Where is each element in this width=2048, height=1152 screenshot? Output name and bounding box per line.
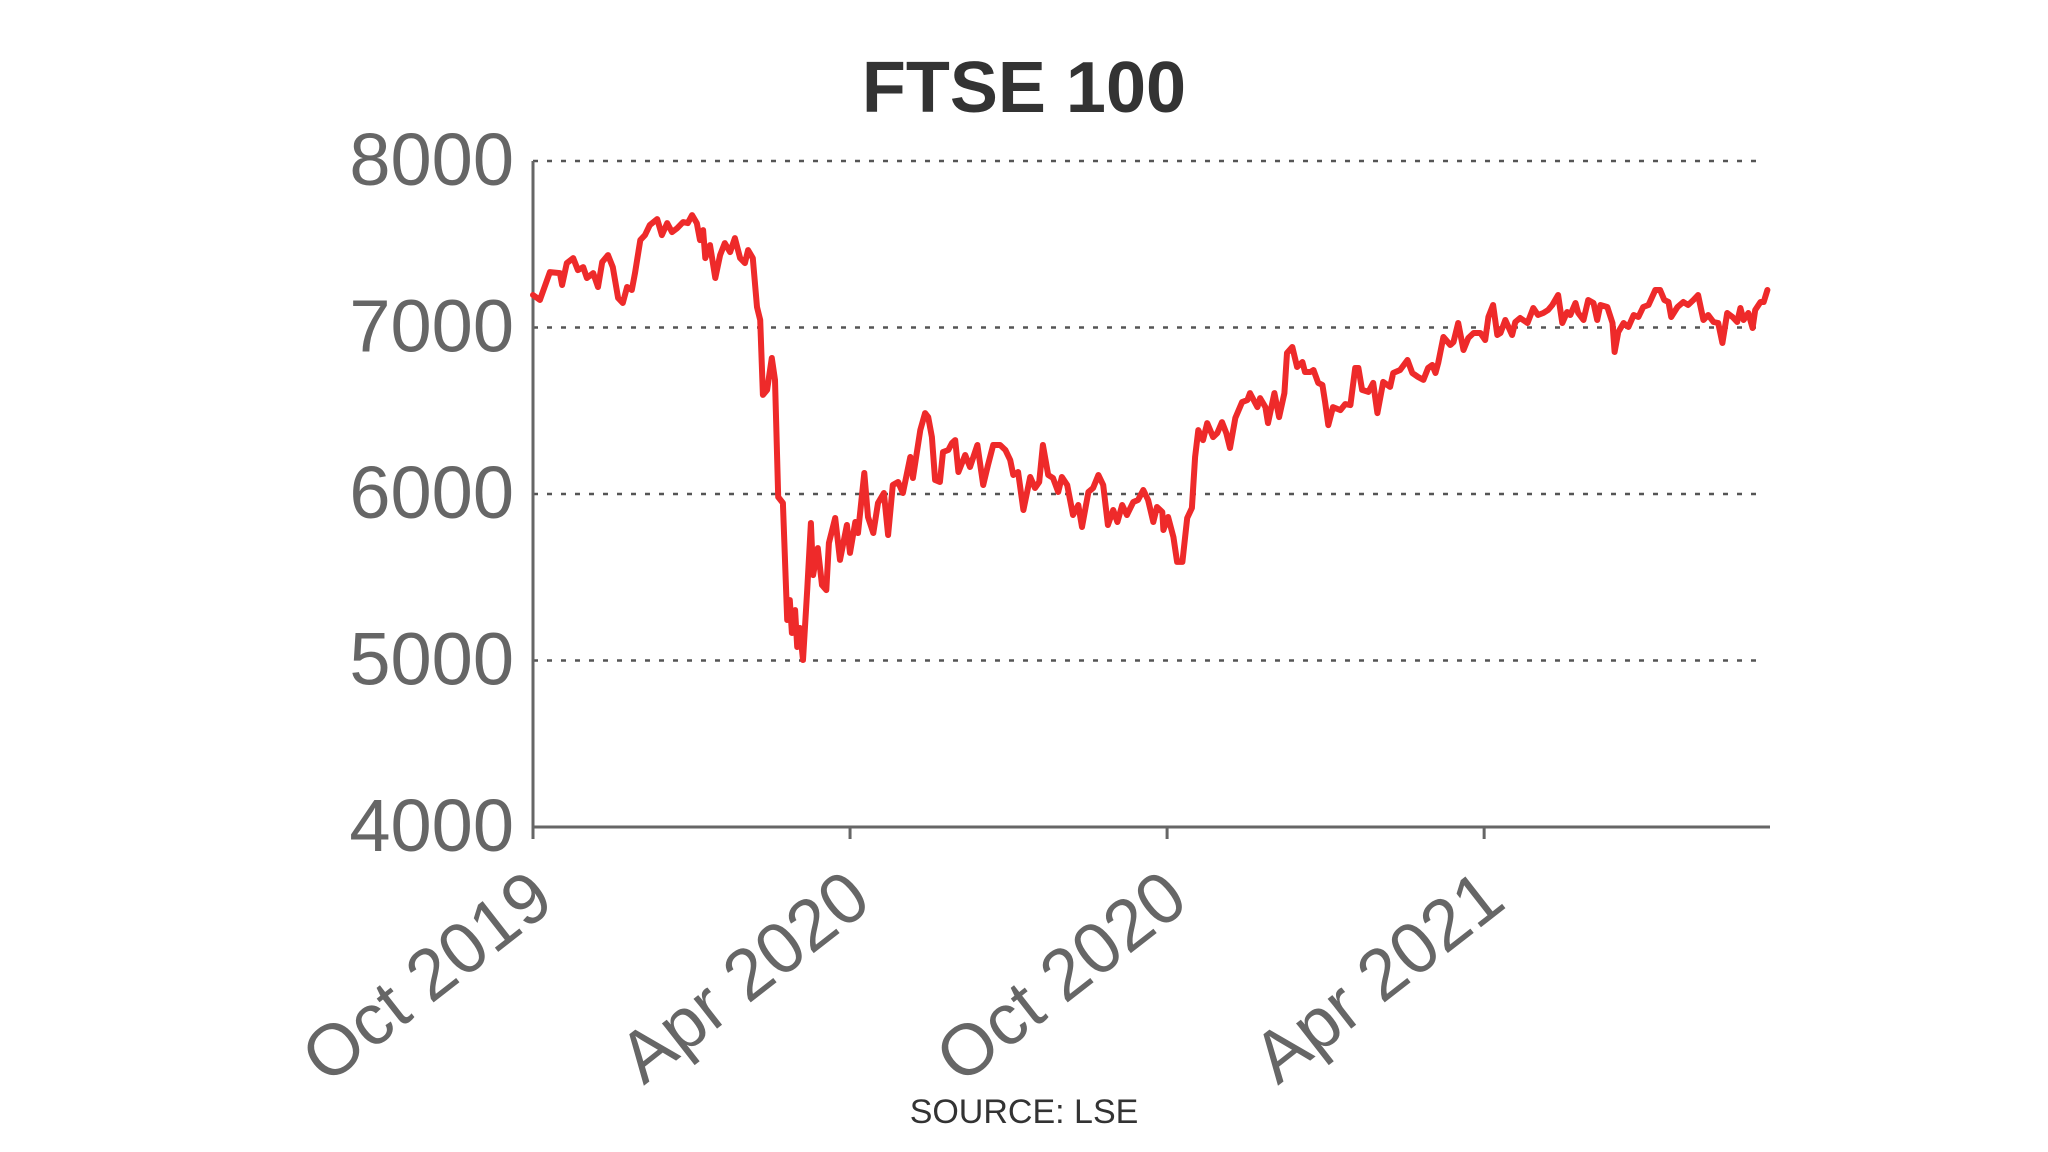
ftse-100-series-line bbox=[530, 212, 1771, 663]
source-label: SOURCE: LSE bbox=[910, 1093, 1139, 1131]
gridlines bbox=[533, 159, 1765, 662]
y-tick-label: 4000 bbox=[349, 784, 514, 867]
x-axis-ticks bbox=[531, 827, 1486, 839]
chart-title: FTSE 100 bbox=[862, 48, 1186, 128]
axes bbox=[531, 161, 1770, 839]
y-tick-label: 8000 bbox=[349, 118, 514, 201]
y-tick-label: 7000 bbox=[349, 285, 514, 368]
y-tick-label: 6000 bbox=[349, 451, 514, 534]
y-tick-label: 5000 bbox=[349, 618, 514, 701]
y-axis-tick-labels: 4000 5000 6000 7000 8000 bbox=[349, 118, 514, 867]
